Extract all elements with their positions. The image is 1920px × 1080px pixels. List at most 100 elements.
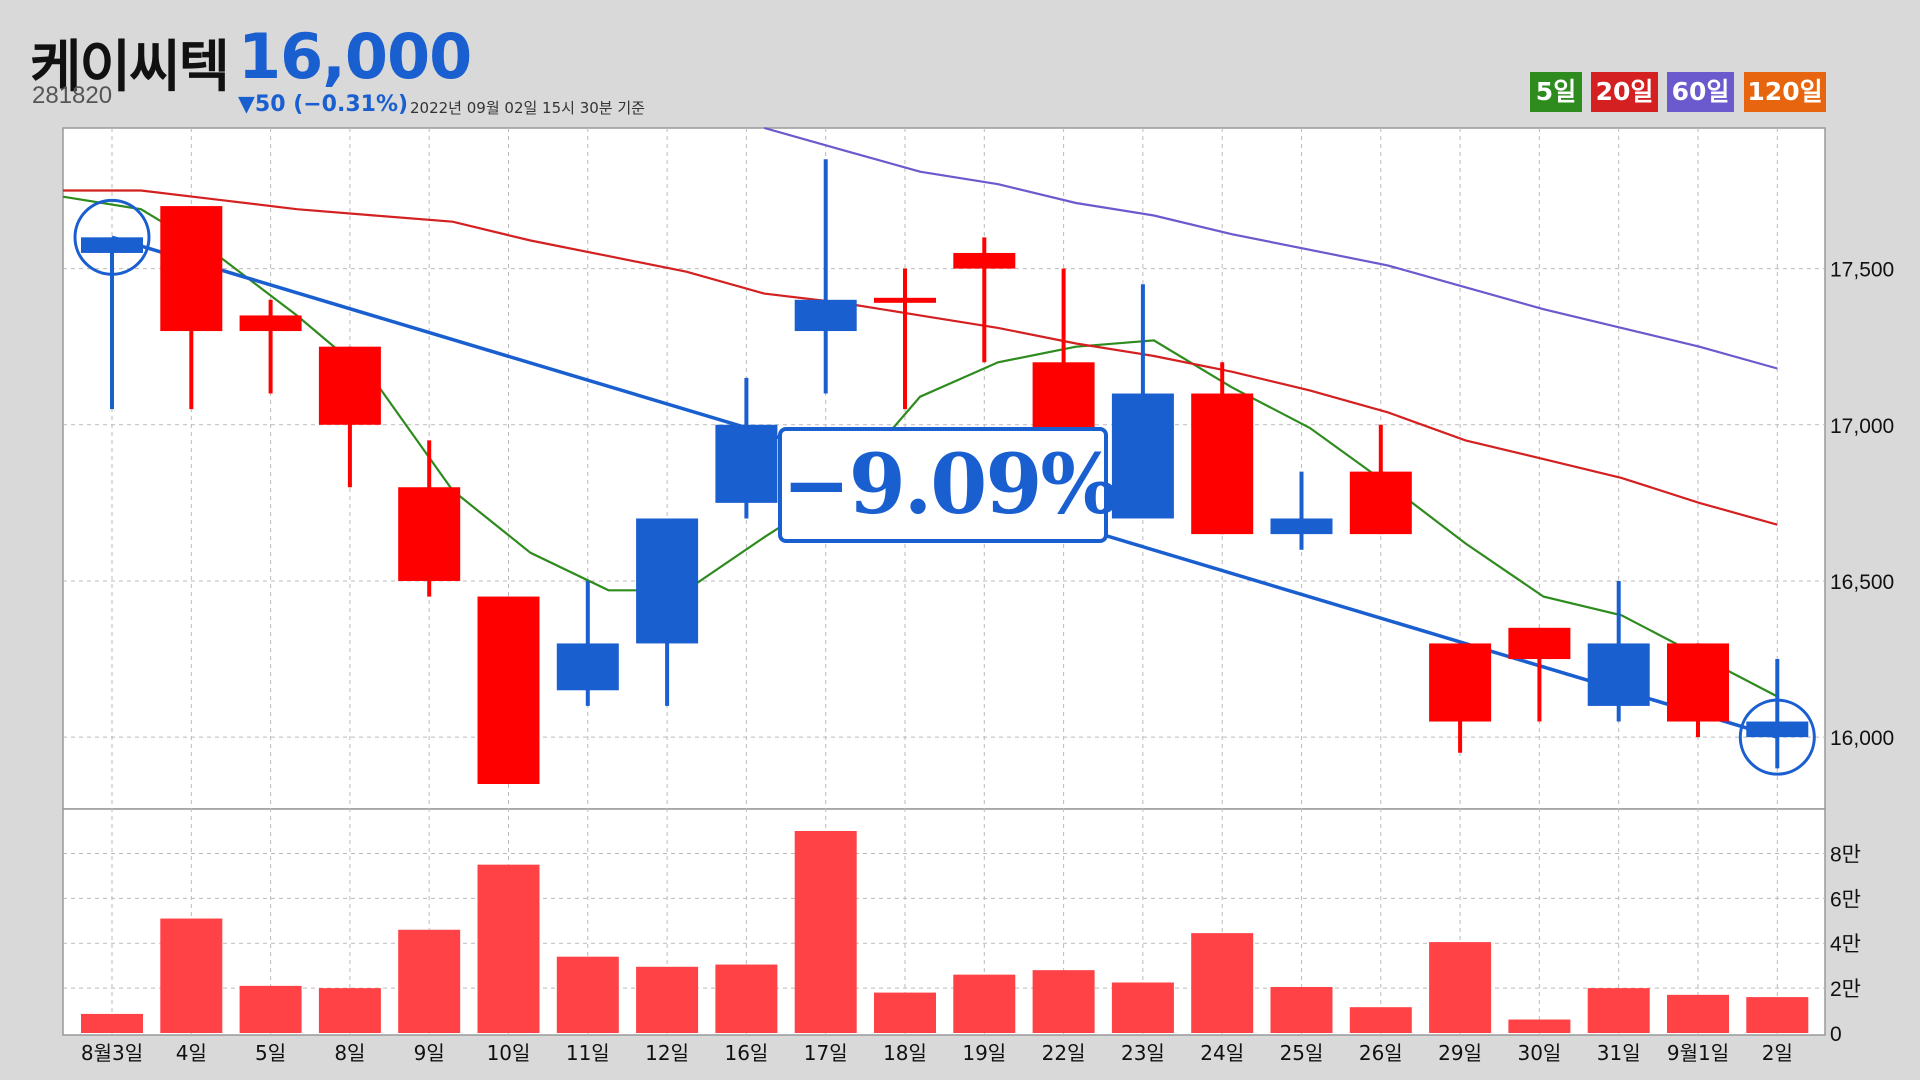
legend-ma60[interactable]: 60일	[1667, 72, 1734, 112]
x-tick-label-11: 19일	[962, 1041, 1006, 1065]
x-tick-label-14: 24일	[1200, 1041, 1244, 1065]
candlesticks	[81, 159, 1809, 785]
candle-21	[1746, 659, 1809, 769]
volume-bar-7	[636, 966, 699, 1033]
stock-header: 케이씨텍 16,000 281820 ▼50 (−0.31%) 2022년 09…	[0, 0, 1920, 130]
volume-tick-label-2: 4만	[1830, 933, 1861, 956]
volume-bar-5	[477, 864, 540, 1033]
volume-bar-19	[1587, 988, 1650, 1033]
candle-14	[1191, 362, 1254, 535]
candle-8	[715, 377, 778, 519]
stock-price: 16,000	[238, 20, 472, 93]
x-tick-label-20: 9월1일	[1667, 1041, 1729, 1065]
volume-tick-label-1: 2만	[1830, 978, 1861, 1001]
volume-bar-21	[1746, 997, 1809, 1033]
volume-bar-2	[239, 985, 302, 1033]
x-axis-ticks: 8월3일 4일 5일 8일 9일 10일 11일 12일 16일 17일 18일 19일 22일 23일 2…	[81, 1041, 1793, 1065]
volume-bar-3	[318, 988, 381, 1033]
volume-bar-16	[1349, 1007, 1412, 1033]
volume-bar-0	[81, 1013, 143, 1033]
candle-20	[1667, 643, 1729, 738]
candle-10	[874, 268, 936, 410]
x-tick-label-3: 8일	[334, 1041, 365, 1065]
candle-13	[1111, 284, 1174, 519]
volume-bar-20	[1667, 994, 1729, 1033]
candle-body-19	[1587, 643, 1650, 706]
candle-body-14	[1191, 393, 1254, 535]
candle-0	[81, 237, 143, 410]
price-tick-label-2: 17,000	[1830, 415, 1894, 438]
candle-18	[1508, 627, 1571, 722]
x-tick-label-5: 10일	[487, 1041, 531, 1065]
price-tick-label-3: 17,500	[1830, 259, 1894, 282]
x-tick-label-8: 16일	[724, 1041, 768, 1065]
volume-bars	[81, 831, 1809, 1033]
candle-body-2	[239, 315, 302, 332]
x-tick-label-16: 26일	[1359, 1041, 1403, 1065]
volume-bar-8	[715, 964, 778, 1033]
candle-body-20	[1667, 643, 1729, 722]
candle-body-16	[1349, 471, 1412, 535]
candle-body-7	[636, 518, 699, 644]
candle-9	[794, 159, 857, 394]
candle-11	[953, 237, 1016, 363]
volume-tick-label-4: 8만	[1830, 843, 1861, 866]
volume-bar-6	[556, 956, 619, 1033]
x-tick-label-10: 18일	[883, 1041, 927, 1065]
candle-15	[1270, 471, 1333, 550]
candle-2	[239, 299, 302, 394]
volume-bar-10	[874, 992, 936, 1033]
y-axis-ticks: 16,000 16,500 17,000 17,500 0 2만 4만 6만 8만	[1830, 259, 1894, 1046]
volume-bar-14	[1191, 933, 1254, 1033]
volume-bar-12	[1032, 970, 1095, 1033]
candle-body-4	[398, 487, 461, 581]
stock-code: 281820	[32, 82, 113, 109]
candle-body-21	[1746, 721, 1809, 738]
x-tick-label-13: 23일	[1121, 1041, 1165, 1065]
candle-body-17	[1429, 643, 1492, 722]
timestamp: 2022년 09월 02일 15시 30분 기준	[410, 99, 645, 117]
volume-bar-17	[1429, 942, 1492, 1033]
candle-5	[477, 596, 540, 785]
volume-bar-4	[398, 929, 461, 1033]
x-tick-label-1: 4일	[176, 1041, 207, 1065]
ma-line-2	[764, 126, 1778, 370]
price-tick-label-1: 16,500	[1830, 571, 1894, 594]
legend-ma120[interactable]: 120일	[1744, 72, 1826, 112]
candle-4	[398, 440, 461, 597]
volume-bar-18	[1508, 1019, 1571, 1033]
legend-ma5[interactable]: 5일	[1530, 72, 1582, 112]
volume-bar-11	[953, 974, 1016, 1033]
x-tick-label-0: 8월3일	[81, 1041, 143, 1065]
x-tick-label-21: 2일	[1762, 1041, 1793, 1065]
x-tick-label-12: 22일	[1042, 1041, 1086, 1065]
change-percentage-box: −9.09%	[778, 427, 1118, 543]
candle-body-10	[874, 297, 936, 303]
x-tick-label-19: 31일	[1597, 1041, 1641, 1065]
candle-6	[556, 580, 619, 706]
x-tick-label-17: 29일	[1438, 1041, 1482, 1065]
x-tick-label-2: 5일	[255, 1041, 286, 1065]
candle-body-6	[556, 643, 619, 691]
candle-body-5	[477, 596, 540, 785]
candle-19	[1587, 580, 1650, 722]
x-tick-label-7: 12일	[645, 1041, 689, 1065]
candle-body-13	[1111, 393, 1174, 519]
legend-ma20[interactable]: 20일	[1591, 72, 1658, 112]
candle-17	[1429, 643, 1492, 753]
candle-body-9	[794, 299, 857, 332]
volume-bar-9	[794, 831, 857, 1033]
volume-bar-15	[1270, 986, 1333, 1033]
candle-body-0	[81, 237, 143, 253]
x-tick-label-18: 30일	[1517, 1041, 1561, 1065]
ma-line-1	[63, 189, 1778, 526]
x-tick-label-4: 9일	[414, 1041, 445, 1065]
x-tick-label-15: 25일	[1280, 1041, 1324, 1065]
candle-body-3	[318, 346, 381, 425]
candle-body-8	[715, 424, 778, 503]
volume-tick-label-3: 6만	[1830, 888, 1861, 911]
volume-tick-label-0: 0	[1830, 1023, 1842, 1046]
candle-7	[636, 518, 699, 706]
volume-bar-13	[1111, 982, 1174, 1033]
candle-16	[1349, 424, 1412, 535]
